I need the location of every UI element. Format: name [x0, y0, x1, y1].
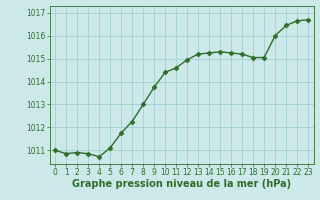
X-axis label: Graphe pression niveau de la mer (hPa): Graphe pression niveau de la mer (hPa): [72, 179, 291, 189]
